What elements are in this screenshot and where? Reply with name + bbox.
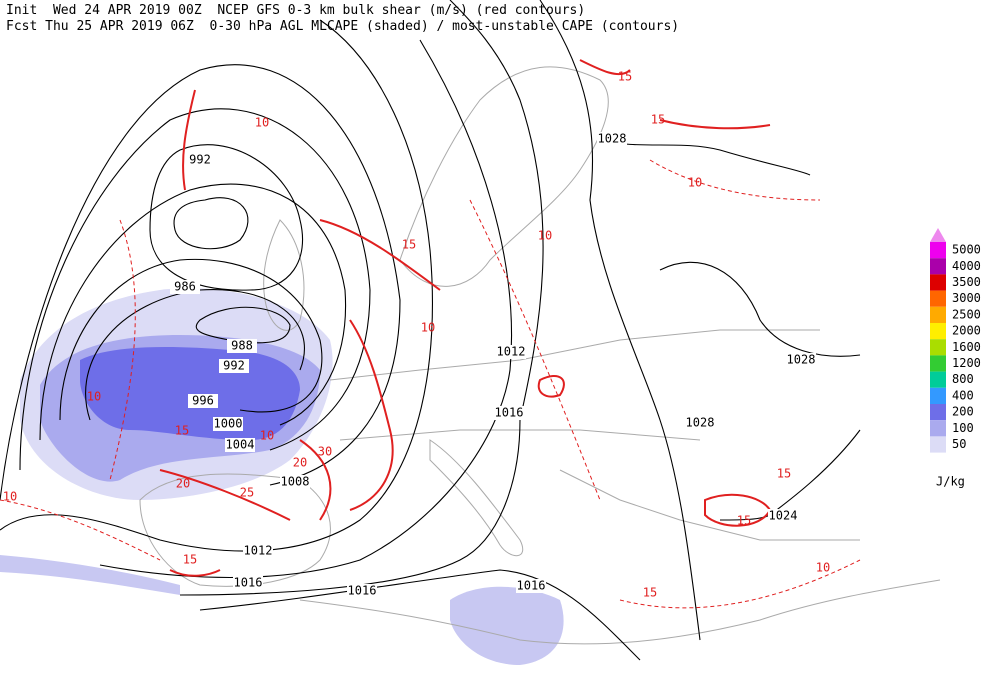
shear-label: 15 xyxy=(618,70,632,84)
shear-label: 25 xyxy=(240,486,254,500)
colorbar-swatch xyxy=(930,404,946,421)
label-bg xyxy=(347,584,377,598)
label-bg xyxy=(170,280,200,294)
colorbar-label: 800 xyxy=(952,372,974,386)
label-bg xyxy=(516,579,546,593)
colorbar-swatch xyxy=(930,355,946,372)
isobar-label: 1016 xyxy=(234,576,263,590)
label-bg xyxy=(225,438,255,452)
colorbar-label: 2000 xyxy=(952,324,981,338)
cape-shade-strong xyxy=(80,347,300,440)
shear-label: 30 xyxy=(318,445,332,459)
colorbar-swatch xyxy=(930,323,946,340)
isobar-label: 1004 xyxy=(226,438,255,452)
isobar-label: 1000 xyxy=(214,417,243,431)
colorbar-swatch xyxy=(930,274,946,291)
coastline xyxy=(429,439,523,557)
colorbar-label: 100 xyxy=(952,421,974,435)
label-bg xyxy=(188,394,218,408)
colorbar-label: 200 xyxy=(952,405,974,419)
isobar-label: 986 xyxy=(174,280,196,294)
colorbar-swatch xyxy=(930,258,946,275)
colorbar-label: 50 xyxy=(952,437,966,451)
isobar-label: 988 xyxy=(231,339,253,353)
isobar-label: 1008 xyxy=(281,475,310,489)
shear-label: 10 xyxy=(255,116,269,130)
shear-label: 10 xyxy=(538,229,552,243)
label-bg xyxy=(213,417,243,431)
shear-label: 10 xyxy=(421,321,435,335)
shear-label: 15 xyxy=(643,586,657,600)
shear-label: 20 xyxy=(293,456,307,470)
shear-label: 10 xyxy=(3,490,17,504)
colorbar-label: 400 xyxy=(952,388,974,402)
shear-label: 15 xyxy=(651,113,665,127)
colorbar-arrow xyxy=(930,228,946,242)
isobar-label: 1016 xyxy=(517,579,546,593)
shear-label: 15 xyxy=(777,467,791,481)
shear-label: 15 xyxy=(737,514,751,528)
colorbar-swatch xyxy=(930,436,946,453)
colorbar-unit: J/kg xyxy=(936,475,965,489)
shear-label: 10 xyxy=(816,561,830,575)
isobar-label: 1012 xyxy=(244,544,273,558)
shear-label: 15 xyxy=(402,238,416,252)
colorbar-label: 4000 xyxy=(952,259,981,273)
label-bg xyxy=(768,509,798,523)
label-bg xyxy=(786,353,816,367)
label-bg xyxy=(243,544,273,558)
isobar-label: 1016 xyxy=(495,406,524,420)
shear-label: 10 xyxy=(260,429,274,443)
colorbar-label: 1600 xyxy=(952,340,981,354)
isobar-label: 1028 xyxy=(787,353,816,367)
isobar-label: 992 xyxy=(189,153,211,167)
isobar-label: 1028 xyxy=(686,416,715,430)
header-line: Fcst Thu 25 APR 2019 06Z 0-30 hPa AGL ML… xyxy=(6,19,679,34)
label-bg xyxy=(185,153,215,167)
colorbar-swatch xyxy=(930,290,946,307)
cape-shade-band xyxy=(0,555,180,595)
shear-label: 15 xyxy=(183,553,197,567)
label-bg xyxy=(496,345,526,359)
shear-label: 15 xyxy=(175,424,189,438)
isobar-label: 1016 xyxy=(348,584,377,598)
label-bg xyxy=(685,416,715,430)
isobar-label: 992 xyxy=(223,359,245,373)
label-bg xyxy=(233,576,263,590)
colorbar-label: 1200 xyxy=(952,356,981,370)
colorbar-label: 3000 xyxy=(952,291,981,305)
colorbar-swatch xyxy=(930,242,946,259)
colorbar-label: 2500 xyxy=(952,307,981,321)
colorbar-label: 5000 xyxy=(952,243,981,257)
label-bg xyxy=(280,475,310,489)
colorbar-swatch xyxy=(930,387,946,404)
colorbar-swatch xyxy=(930,420,946,437)
cape-shade-med xyxy=(450,586,564,665)
isobar-label: 1024 xyxy=(769,509,798,523)
colorbar-swatch xyxy=(930,306,946,323)
label-bg xyxy=(597,132,627,146)
label-bg xyxy=(219,359,249,373)
label-bg xyxy=(227,339,257,353)
label-bg xyxy=(494,406,524,420)
shear-label: 20 xyxy=(176,477,190,491)
coastline xyxy=(299,579,941,645)
header-line: Init Wed 24 APR 2019 00Z NCEP GFS 0-3 km… xyxy=(6,3,585,18)
isobar-label: 996 xyxy=(192,394,214,408)
isobar-label: 1012 xyxy=(497,345,526,359)
shear-label: 10 xyxy=(688,176,702,190)
shear-label: 10 xyxy=(87,390,101,404)
colorbar-swatch xyxy=(930,339,946,356)
colorbar-swatch xyxy=(930,371,946,388)
isobar-label: 1028 xyxy=(598,132,627,146)
isobars xyxy=(0,0,861,661)
colorbar-label: 3500 xyxy=(952,275,981,289)
coastline xyxy=(399,66,609,287)
shear-contours xyxy=(0,59,861,609)
